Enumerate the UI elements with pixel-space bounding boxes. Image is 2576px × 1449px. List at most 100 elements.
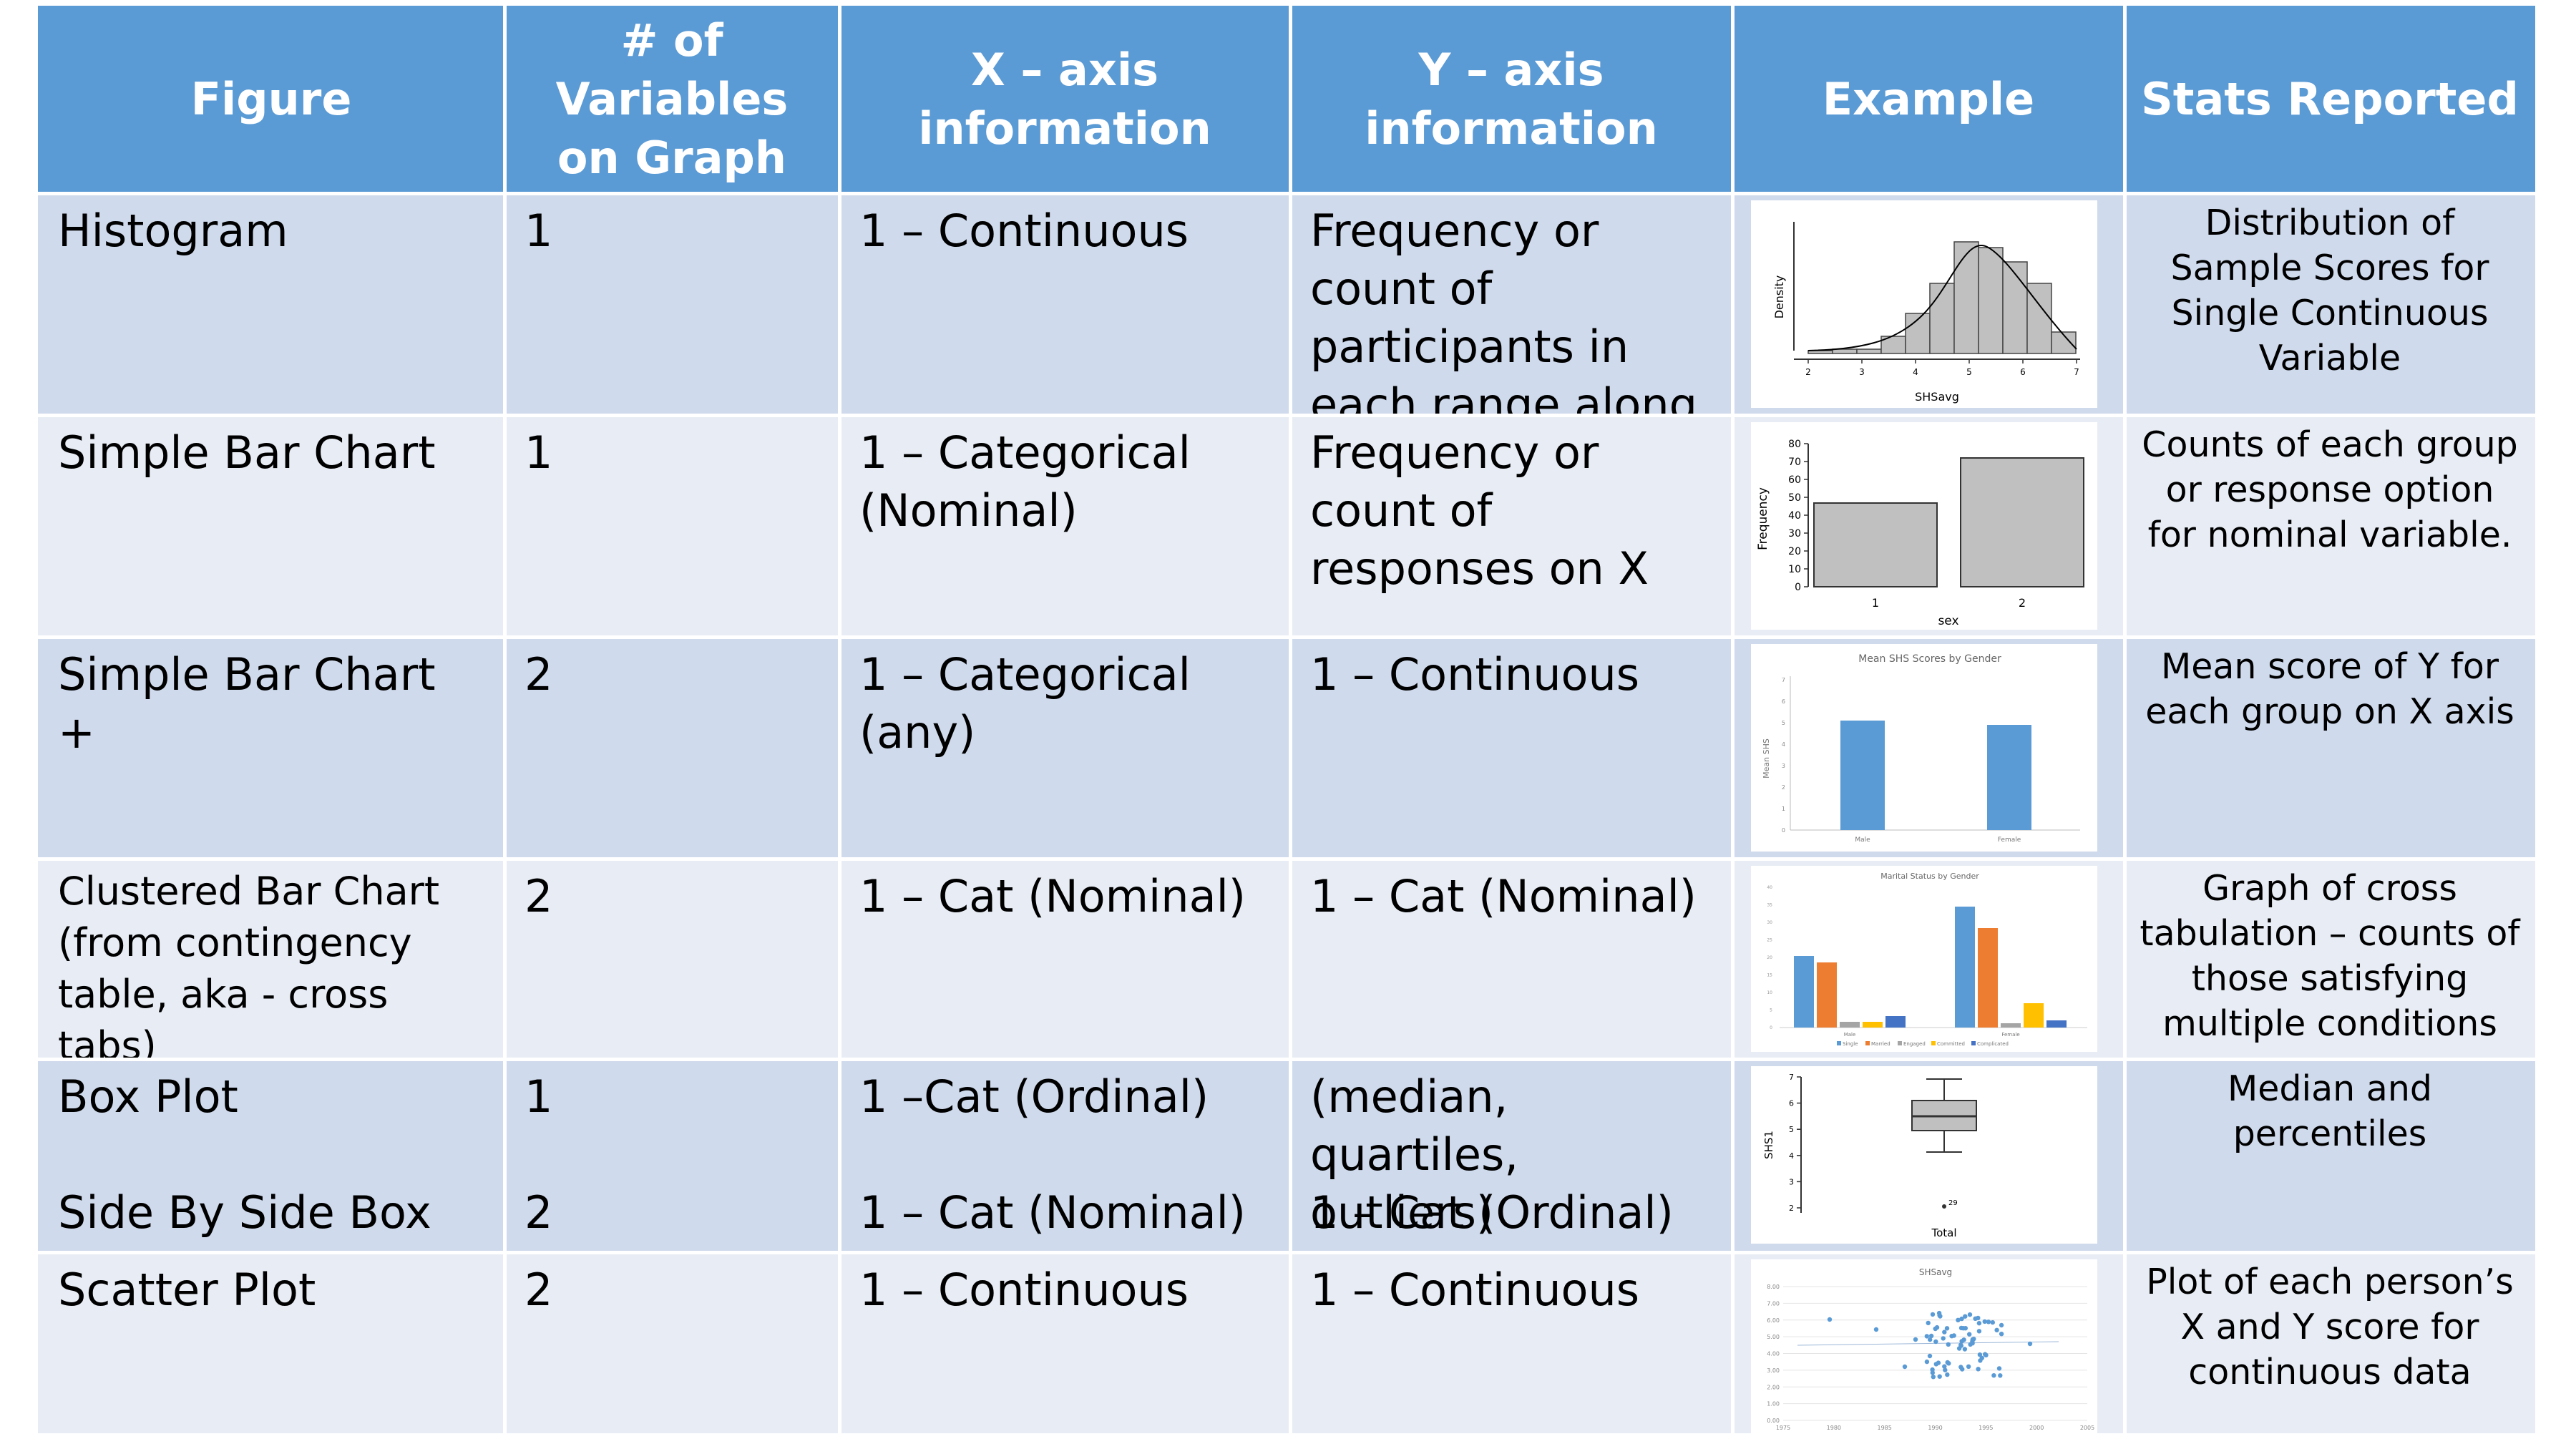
cell-xaxis: 1 – Cat (Nominal) [859,870,1246,922]
scatter-ytick: 8.00 [1767,1284,1780,1290]
cell-figure-side-by-side: Side By Side Box Plot [58,1186,431,1297]
histogram-tick-label: 4 [1913,367,1918,377]
scatter-xtick: 1990 [1928,1425,1942,1431]
cell-yaxis: Frequency or count of responses on X [1310,426,1649,595]
scatter-point [1949,1334,1954,1339]
simple-bar-ytick: 0 [1795,582,1801,593]
scatter-point [1933,1339,1938,1345]
scatter-title: SHSavg [1919,1267,1952,1277]
clustered-bar-ytick: 30 [1767,920,1772,925]
scatter-point [1983,1352,1988,1357]
scatter-point [1956,1346,1962,1351]
scatter-point [1944,1326,1950,1331]
cell-xaxis-b: 1 – Cat (Nominal) [859,1186,1246,1239]
bar-female [1987,725,2031,830]
scatter-point [1873,1327,1879,1332]
cell-figure: Histogram [58,205,288,257]
scatter-point [1990,1319,1995,1325]
scatter-point [1928,1333,1934,1339]
cell-yaxis-b: 1 – Cat (Ordinal) [1310,1186,1674,1239]
histogram-tick-label: 5 [1966,367,1972,377]
cell-stats: Mean score of Y for each group on X axis [2145,646,2514,732]
bar-female-complicated [2046,1020,2067,1028]
category-male: Male [1844,1032,1856,1038]
header-xaxis: X – axis information [839,6,1290,193]
clustered-bar-ytick: 5 [1770,1008,1772,1013]
mean-bar-ytick: 0 [1782,827,1785,834]
simple-bar-ytick: 60 [1788,474,1801,486]
simple-bar-ytick: 80 [1788,439,1801,450]
scatter-point [1942,1364,1947,1369]
box-plot-ytick: 4 [1789,1151,1794,1161]
header-figure: Figure [38,6,504,193]
row-divider [38,1251,2535,1254]
cell-figure: Scatter Plot [58,1264,316,1316]
table-row [38,193,2535,415]
cell-yaxis: 1 – Continuous [1310,1264,1640,1316]
cell-variables: 2 [525,648,553,701]
box-plot-ytick: 6 [1789,1099,1794,1108]
scatter-point [1927,1353,1933,1359]
scatter-point [1956,1317,1961,1322]
scatter-point [1967,1312,1973,1317]
cell-xaxis: 1 – Categorical (any) [859,648,1191,758]
scatter-point [1961,1337,1966,1342]
category-female: Female [2001,1032,2019,1038]
cell-xaxis: 1 – Continuous [859,1264,1189,1316]
cell-figure-box-plot: Box Plot [58,1070,238,1123]
scatter-point [1827,1317,1833,1322]
legend-complicated: Complicated [1977,1041,2009,1047]
scatter-point [1999,1322,2004,1328]
mean-bar-ylabel: Mean SHS [1762,738,1771,779]
clustered-bar-ytick: 0 [1770,1025,1772,1030]
table-row [38,637,2535,859]
scatter-point [1996,1366,2002,1371]
simple-bar-xlabel: sex [1938,614,1958,628]
cell-stats: Plot of each person’s X and Y score for … [2146,1262,2514,1392]
cell-stats: Counts of each group or response option … [2142,424,2518,555]
box-plot-xlabel: Total [1931,1226,1956,1239]
simple-bar-ytick: 30 [1788,528,1801,540]
scatter-point [1943,1367,1948,1372]
scatter-point [1902,1364,1908,1370]
scatter-ytick: 6.00 [1767,1317,1780,1324]
legend-married: Married [1871,1041,1890,1047]
scatter-point [1962,1347,1968,1352]
scatter-xtick: 2000 [2029,1425,2044,1431]
scatter-point [1926,1320,1931,1326]
scatter-ytick: 3.00 [1767,1367,1780,1374]
bar-category-2 [1960,457,2084,587]
scatter-ytick: 4.00 [1767,1351,1780,1357]
scatter-point [1977,1352,1983,1357]
scatter-point [1959,1316,1964,1322]
bar-male-married [1817,962,1837,1028]
scatter-point [1931,1375,1936,1380]
simple-bar-ytick: 50 [1788,492,1801,504]
scatter-ytick: 2.00 [1767,1384,1780,1390]
simple-bar-ytick: 20 [1788,546,1801,557]
box-plot-ytick: 5 [1789,1125,1794,1134]
table-row [38,1252,2535,1433]
header-variables: # of Variables on Graph [504,6,839,193]
bar-male-complicated [1885,1016,1906,1028]
cell-xaxis-a: 1 –Cat (Ordinal) [859,1070,1209,1123]
cell-figure: Simple Bar Chart + [58,648,436,758]
scatter-point [2027,1341,2033,1347]
table-row [38,1059,2535,1252]
histogram-bar [1953,241,1979,354]
scatter-ytick: 5.00 [1767,1334,1780,1340]
simple-bar-ylabel: Frequency [1756,487,1770,550]
outlier-label: 29 [1948,1199,1958,1207]
scatter-ytick: 0.00 [1767,1418,1780,1424]
bar-male-committed [1863,1022,1883,1028]
clustered-bar-ytick: 10 [1767,990,1772,995]
scatter-point [1960,1367,1965,1372]
scatter-point [1924,1359,1930,1365]
cell-variables-a: 1 [525,1070,553,1123]
histogram-bar [1978,247,2004,354]
graph-types-table: Figure # of Variables on Graph X – axis … [38,6,2535,1433]
bar-male-engaged [1840,1022,1860,1028]
box-plot-ytick: 7 [1789,1073,1794,1082]
bar-female-committed [2024,1003,2044,1028]
scatter-point [1946,1342,1951,1347]
